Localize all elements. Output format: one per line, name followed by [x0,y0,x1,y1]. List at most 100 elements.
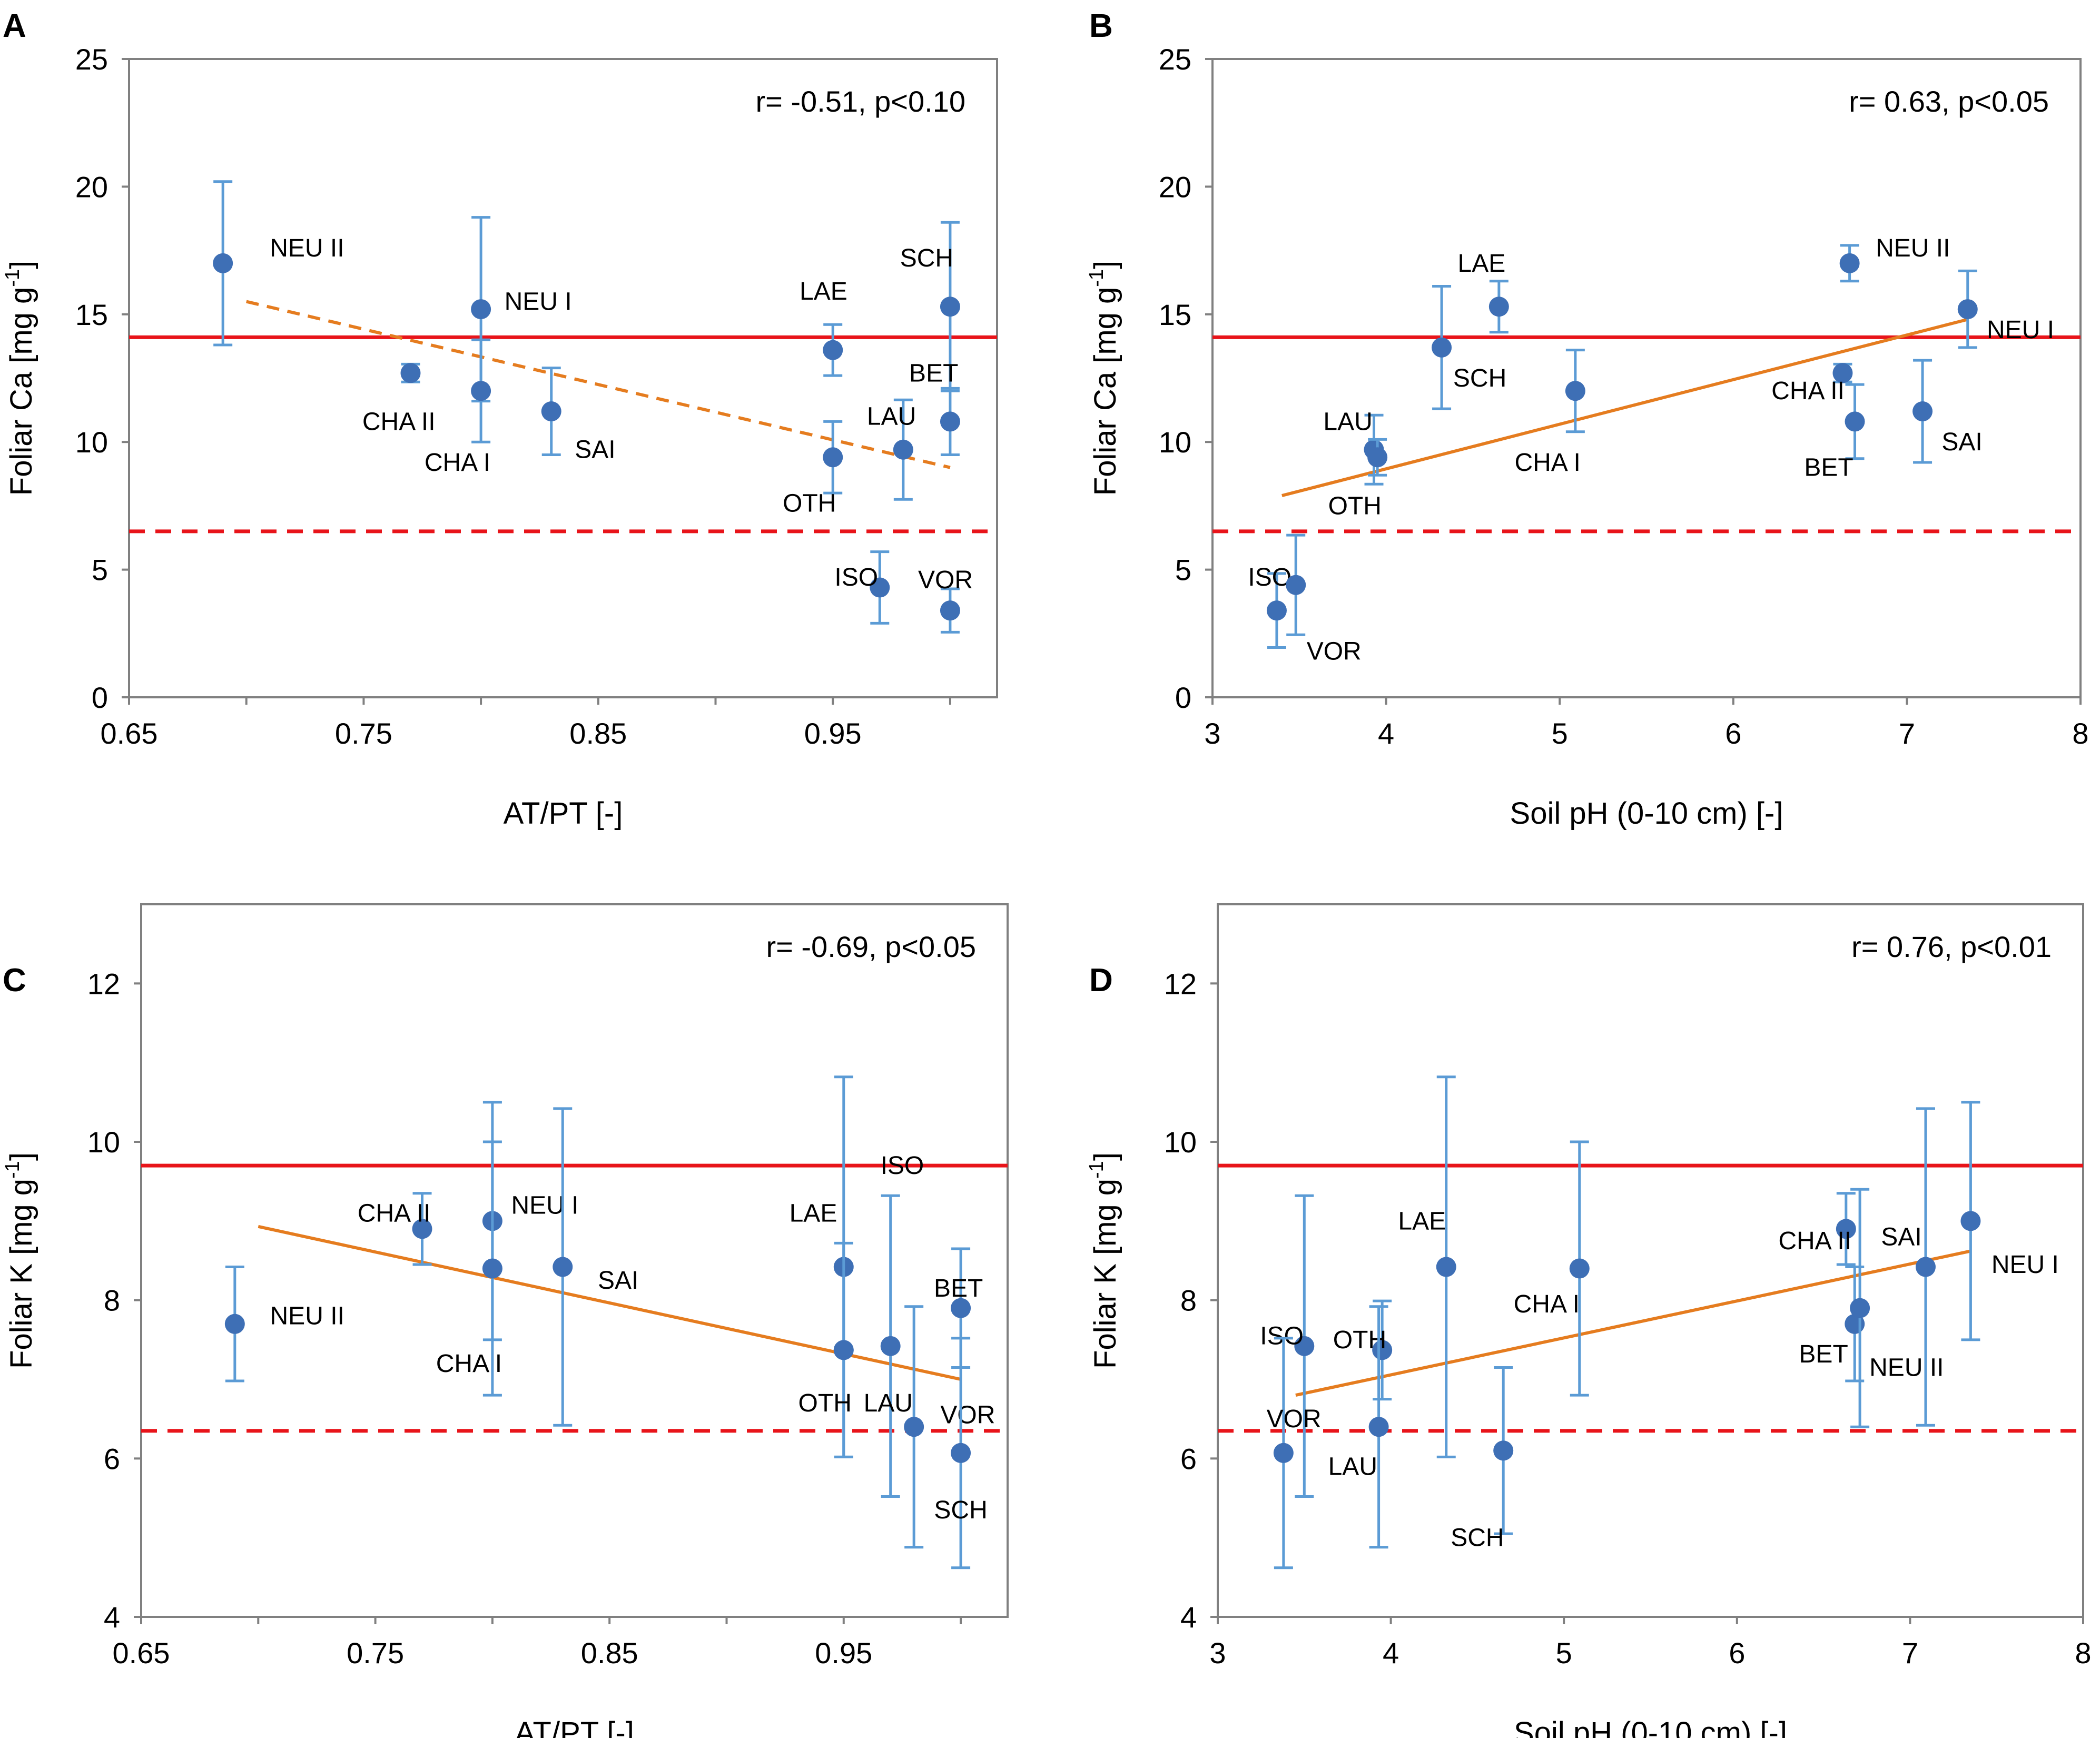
x-tick-label: 7 [1899,717,1915,750]
y-axis-label: Foliar Ca [mg g-1] [2,261,38,496]
y-tick-label: 10 [87,1125,120,1159]
chart-panel-c: C 4 6 8 10 12 0.65 0.75 0.85 0.95 AT/PT [-] Foliar … [2,903,1009,1738]
data-point[interactable] [1565,381,1585,401]
data-point[interactable] [482,1258,502,1279]
data-point-label: SAI [1881,1223,1921,1251]
data-point-label: LAE [1458,250,1506,278]
data-point[interactable] [1436,1257,1456,1277]
data-point[interactable] [224,1314,245,1334]
data-point[interactable] [823,447,843,468]
data-point[interactable] [213,253,233,273]
data-point-label: BET [934,1275,983,1302]
x-tick-label: 8 [2072,717,2088,750]
data-point[interactable] [1368,1417,1389,1437]
data-point-label: NEU I [1987,316,2054,344]
x-tick-label: 0.95 [815,1636,872,1670]
data-point[interactable] [893,439,913,460]
data-point[interactable] [1266,600,1287,621]
data-point[interactable] [904,1417,924,1437]
data-point-label: BET [1799,1340,1848,1368]
y-axis-label-sup: -1 [2,269,24,287]
y-tick-label: 6 [1180,1442,1197,1475]
data-point-label: LAE [1398,1207,1446,1235]
data-point[interactable] [951,1443,971,1463]
data-point[interactable] [1367,447,1388,468]
y-tick-label: 5 [1175,554,1191,587]
data-point-label: CHA I [425,449,490,477]
data-point[interactable] [1432,337,1452,358]
data-point-label: ISO [834,564,878,591]
data-point-label: ISO [1248,564,1291,591]
y-tick-label: 25 [75,43,108,76]
y-tick-label: 20 [75,170,108,203]
y-axis-label-end: ] [1088,1152,1122,1161]
x-axis-label: AT/PT [-] [504,796,623,831]
data-point[interactable] [400,363,421,383]
data-point-label: LAU [1328,1453,1377,1480]
data-point[interactable] [1832,363,1853,383]
data-point[interactable] [880,1336,901,1356]
y-tick-label: 10 [1164,1125,1197,1159]
data-point[interactable] [471,299,491,320]
data-point[interactable] [1836,1219,1856,1239]
data-point[interactable] [1286,575,1306,595]
data-point[interactable] [1273,1443,1294,1463]
y-tick-label: 20 [1159,170,1191,203]
trend-line [1281,318,1968,497]
data-point[interactable] [1957,299,1978,320]
data-point[interactable] [940,411,960,432]
y-axis-label-main: Foliar Ca [mg g [1088,287,1122,496]
data-point-label: SAI [575,436,615,464]
data-point-label: NEU II [270,1302,344,1330]
data-point[interactable] [1915,1257,1936,1277]
data-point[interactable] [471,381,491,401]
data-point-label: CHA II [1771,377,1845,405]
data-point[interactable] [541,401,561,422]
data-point-label: SCH [900,244,953,272]
x-tick-label: 8 [2075,1636,2091,1670]
data-point-label: CHA I [1514,1290,1580,1318]
data-point[interactable] [1845,411,1865,432]
data-point-label: BET [1804,454,1853,482]
y-axis-label-sup: -1 [2,1161,24,1179]
y-tick-label: 12 [1164,967,1197,1000]
x-axis-label: AT/PT [-] [515,1716,634,1738]
y-axis-label-main: Foliar Ca [mg g [4,287,38,496]
y-tick-label: 12 [87,967,120,1000]
data-point-label: SAI [598,1267,638,1295]
x-tick-label: 6 [1725,717,1741,750]
y-tick-label: 5 [92,554,108,587]
data-point[interactable] [1493,1440,1514,1461]
x-tick-label: 0.65 [101,717,158,750]
data-point-label: SCH [934,1496,987,1524]
data-point-label: NEU II [1869,1354,1944,1381]
data-point[interactable] [1488,297,1509,317]
data-point-label: CHA II [362,408,436,436]
y-tick-label: 10 [75,426,108,459]
data-point[interactable] [1294,1336,1315,1356]
data-point-label: NEU II [1876,234,1950,262]
data-point[interactable] [940,600,960,621]
data-point[interactable] [553,1257,573,1277]
data-point[interactable] [870,577,890,598]
data-point[interactable] [833,1340,854,1360]
data-point[interactable] [1850,1298,1870,1318]
y-tick-label: 0 [1175,681,1191,714]
panel-letter: B [1089,8,1113,44]
data-point[interactable] [951,1298,971,1318]
data-point[interactable] [823,340,843,360]
y-axis-label: Foliar K [mg g-1] [2,1152,38,1369]
data-point[interactable] [1912,401,1933,422]
data-point[interactable] [1372,1340,1393,1360]
data-point[interactable] [1839,253,1860,273]
data-point[interactable] [412,1219,432,1239]
x-tick-label: 3 [1204,717,1220,750]
data-point[interactable] [1569,1258,1590,1279]
data-point-label: CHA I [1514,449,1580,477]
data-point[interactable] [1960,1211,1981,1231]
plot-frame [128,58,998,698]
x-tick-label: 4 [1378,717,1394,750]
data-point[interactable] [940,297,960,317]
